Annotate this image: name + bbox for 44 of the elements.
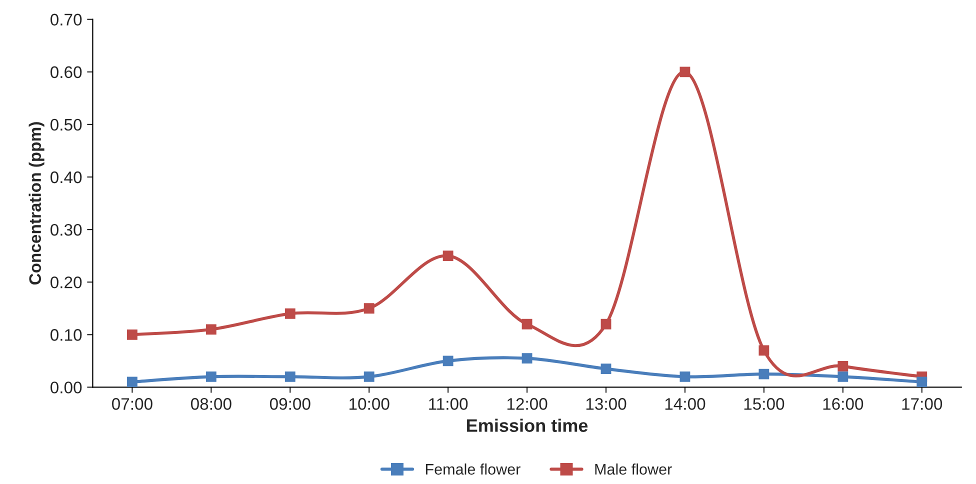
x-tick-label: 11:00: [429, 398, 468, 410]
point: [206, 371, 216, 382]
legend-label: Male flower: [595, 463, 672, 475]
x-tick-label: 12:00: [507, 398, 548, 410]
point: [442, 356, 454, 366]
x-tick-label: 15:00: [744, 398, 784, 410]
point: [126, 329, 138, 340]
point: [126, 376, 138, 388]
point: [838, 371, 848, 382]
point: [522, 353, 532, 364]
point: [522, 318, 532, 330]
point: [284, 308, 296, 319]
point: [838, 360, 848, 372]
point: [680, 371, 690, 382]
point: [916, 376, 928, 388]
x-tick-label: 17:00: [902, 398, 942, 410]
x-tick-label: 08:00: [190, 398, 232, 410]
point: [680, 66, 690, 78]
x-tick-label: 10:00: [350, 398, 390, 410]
x-tick-label: 14:00: [665, 398, 706, 410]
point: [364, 303, 374, 314]
point: [600, 364, 612, 374]
x-tick-label: 07:00: [112, 398, 152, 410]
y-axis-title: Concentration (ppm): [28, 122, 44, 285]
y-tick-label: 0.20: [50, 276, 82, 288]
y-tick-label: 0.10: [50, 329, 82, 341]
x-axis-title: Emission time: [467, 418, 588, 432]
point: [758, 368, 770, 380]
legend-label: Female flower: [426, 463, 520, 475]
y-tick-label: 0.30: [50, 224, 82, 236]
y-tick-label: 0.00: [50, 382, 82, 394]
point: [758, 345, 770, 356]
y-tick-label: 0.70: [50, 14, 82, 26]
point: [442, 250, 454, 262]
point: [284, 371, 296, 382]
point: [600, 318, 612, 330]
x-tick-label: 16:00: [823, 398, 864, 410]
y-tick-label: 0.60: [50, 66, 82, 78]
y-tick-label: 0.50: [50, 118, 82, 131]
point: [364, 371, 374, 382]
x-tick-label: 09:00: [270, 398, 310, 410]
x-tick-label: 13:00: [586, 398, 626, 410]
point: [206, 324, 216, 335]
y-tick-label: 0.40: [50, 171, 82, 184]
